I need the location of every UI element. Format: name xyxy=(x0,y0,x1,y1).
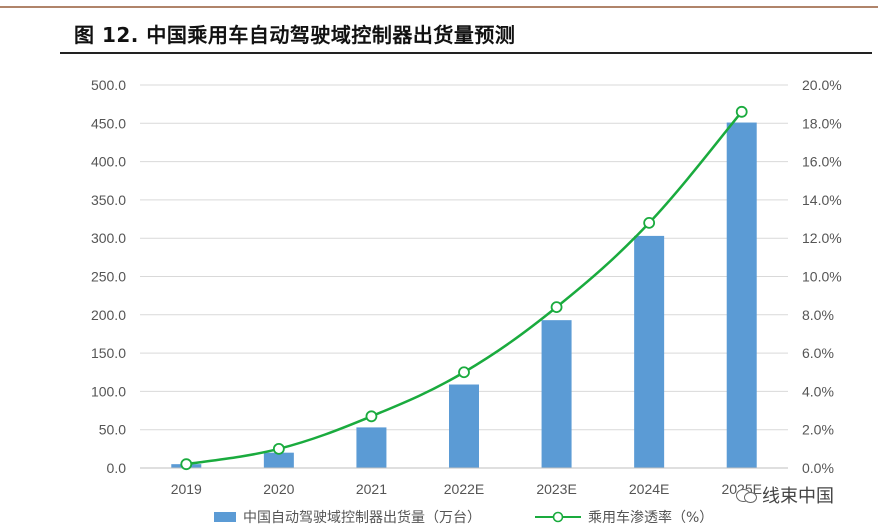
legend: 中国自动驾驶域控制器出货量（万台） 乘用车渗透率（%） xyxy=(214,509,713,526)
bar xyxy=(356,427,387,468)
watermark: 线束中国 xyxy=(736,482,834,508)
x-tick-label: 2020 xyxy=(263,481,294,497)
right-tick-label: 18.0% xyxy=(802,115,842,131)
top-rule xyxy=(0,6,878,8)
bar xyxy=(263,452,294,468)
line-point xyxy=(643,216,656,229)
x-tick-label: 2021 xyxy=(356,481,387,497)
right-tick-label: 14.0% xyxy=(802,192,842,208)
left-tick-label: 50.0 xyxy=(99,422,126,438)
left-tick-label: 200.0 xyxy=(91,307,126,323)
bar xyxy=(634,235,665,468)
x-tick-label: 2019 xyxy=(171,481,202,497)
right-tick-label: 2.0% xyxy=(802,422,834,438)
left-tick-label: 250.0 xyxy=(91,269,126,285)
legend-bar-swatch xyxy=(214,512,236,522)
legend-line-marker xyxy=(552,511,564,523)
x-tick-label: 2023E xyxy=(536,481,576,497)
wechat-icon xyxy=(736,487,758,503)
x-tick-label: 2024E xyxy=(629,481,669,497)
line-point xyxy=(735,105,748,118)
line-point xyxy=(550,301,563,314)
right-tick-label: 6.0% xyxy=(802,345,834,361)
line-point xyxy=(365,410,378,423)
bar-series xyxy=(171,122,757,468)
bar xyxy=(449,384,479,468)
figure-title: 图 12. 中国乘用车自动驾驶域控制器出货量预测 xyxy=(74,23,516,47)
right-tick-label: 4.0% xyxy=(802,383,834,399)
left-tick-label: 0.0 xyxy=(107,460,127,476)
left-tick-label: 100.0 xyxy=(91,383,126,399)
legend-bar-label: 中国自动驾驶域控制器出货量（万台） xyxy=(243,509,481,526)
title-rule xyxy=(60,52,872,54)
x-tick-label: 2022E xyxy=(444,481,484,497)
legend-line-label: 乘用车渗透率（%） xyxy=(588,509,713,526)
right-tick-label: 20.0% xyxy=(802,77,842,93)
left-tick-label: 300.0 xyxy=(91,230,126,246)
line-point xyxy=(180,458,193,471)
x-axis: 2019 2020 2021 2022E 2023E 2024E 2025E xyxy=(140,467,788,497)
left-tick-label: 150.0 xyxy=(91,345,126,361)
left-tick-label: 400.0 xyxy=(91,154,126,170)
right-tick-label: 0.0% xyxy=(802,460,834,476)
left-tick-label: 500.0 xyxy=(91,77,126,93)
line-series xyxy=(180,105,748,471)
left-tick-label: 450.0 xyxy=(91,115,126,131)
right-tick-label: 10.0% xyxy=(802,269,842,285)
line-point xyxy=(458,366,470,379)
watermark-text: 线束中国 xyxy=(762,486,834,507)
right-y-axis: 0.0% 2.0% 4.0% 6.0% 8.0% 10.0% 12.0% 14.0% 16.0%… xyxy=(802,77,842,476)
left-tick-label: 350.0 xyxy=(91,192,126,208)
bar xyxy=(726,122,757,468)
left-y-axis: 0.0 50.0 100.0 150.0 200.0 250.0 300.0 350.0 400… xyxy=(91,77,126,476)
right-tick-label: 8.0% xyxy=(802,307,834,323)
line-point xyxy=(272,442,285,455)
right-tick-label: 12.0% xyxy=(802,230,842,246)
bar xyxy=(541,320,572,468)
right-tick-label: 16.0% xyxy=(802,154,842,170)
